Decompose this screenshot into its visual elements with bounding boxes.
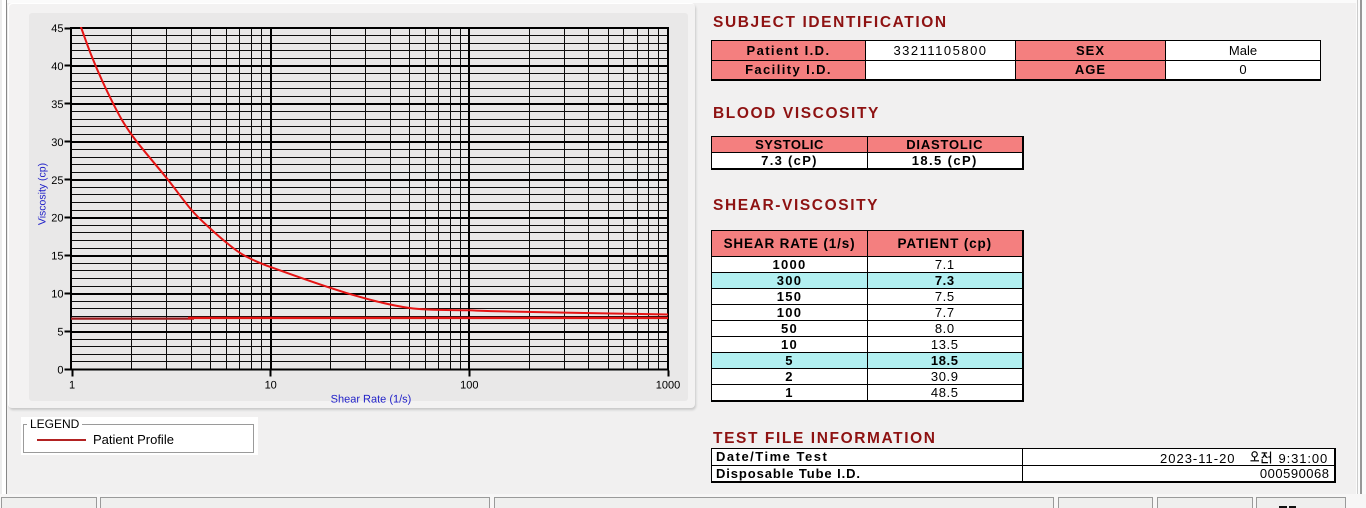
svg-text:10: 10 — [51, 289, 63, 301]
svg-text:0: 0 — [57, 365, 63, 377]
svg-text:5: 5 — [57, 327, 63, 339]
svg-text:25: 25 — [51, 175, 63, 187]
svg-text:40: 40 — [51, 61, 63, 73]
svg-text:10: 10 — [265, 380, 277, 392]
svg-text:Viscosity (cp): Viscosity (cp) — [37, 163, 49, 225]
svg-text:15: 15 — [51, 251, 63, 263]
svg-text:30: 30 — [51, 137, 63, 149]
svg-text:100: 100 — [460, 380, 478, 392]
svg-text:Shear Rate (1/s): Shear Rate (1/s) — [331, 394, 412, 406]
svg-text:45: 45 — [51, 23, 63, 35]
svg-text:20: 20 — [51, 213, 63, 225]
svg-text:35: 35 — [51, 99, 63, 111]
svg-text:1000: 1000 — [656, 380, 680, 392]
svg-text:1: 1 — [69, 380, 75, 392]
